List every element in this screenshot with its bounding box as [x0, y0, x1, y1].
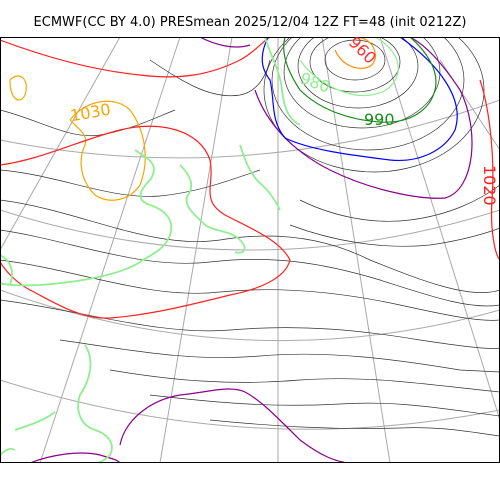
isobar-ring: [263, 37, 485, 173]
contour-1020: [0, 37, 271, 78]
contour-label-990: 990: [364, 110, 395, 129]
isobar: [0, 169, 261, 197]
isobar: [149, 59, 271, 97]
isobar-ring: [297, 37, 419, 109]
graticule-meridians: [0, 37, 500, 463]
meridian-line: [321, 37, 391, 463]
coastline: [14, 411, 56, 431]
meridian-line: [159, 37, 233, 463]
contour-1010: [29, 452, 121, 463]
contour-1020: [479, 79, 500, 261]
isobar: [289, 224, 500, 247]
meridian-line: [0, 37, 121, 251]
contour-1030: [69, 100, 146, 201]
coastline: [0, 254, 13, 286]
isobar: [149, 394, 500, 417]
contour-label-1030: 1030: [69, 100, 112, 126]
contour-label-1020: 1020: [480, 165, 499, 206]
coastline: [0, 149, 173, 287]
isobar: [59, 339, 500, 373]
parallel-line: [0, 379, 500, 430]
coastline: [179, 164, 246, 254]
contour-1030: [9, 75, 27, 101]
contour-980: [299, 37, 399, 97]
isobar: [0, 299, 500, 349]
map-title: ECMWF(CC BY 4.0) PRESmean 2025/12/04 12Z…: [33, 15, 467, 30]
isobar: [0, 109, 176, 137]
contour-990: [283, 37, 437, 123]
parallel-line: [0, 99, 500, 159]
isobar-ring: [283, 37, 441, 129]
isobar: [109, 369, 500, 393]
isobar-lines: [0, 59, 500, 437]
contour-1020: [0, 125, 291, 319]
contour-1010: [119, 388, 351, 463]
isobar: [0, 259, 500, 321]
isobar: [0, 199, 500, 293]
meridian-line: [379, 37, 500, 421]
contour-1010: [199, 37, 473, 199]
parallel-line: [0, 289, 500, 342]
isobar-ring: [324, 39, 386, 81]
coastlines: [0, 37, 301, 463]
graticule-parallels: [0, 99, 500, 430]
isobar-ring: [271, 37, 465, 151]
contour-960: [334, 37, 376, 69]
contour-1000: [261, 37, 458, 162]
coastline: [239, 144, 281, 211]
isobar: [209, 419, 500, 437]
parallel-line: [0, 209, 500, 251]
isobar-ring: [309, 37, 401, 93]
low-pressure-rings: [263, 37, 485, 173]
coastline: [0, 447, 16, 456]
meridian-line: [39, 37, 181, 463]
coastline: [264, 37, 301, 126]
isobar: [299, 184, 500, 222]
coastline: [77, 344, 113, 463]
isobar: [0, 229, 500, 307]
